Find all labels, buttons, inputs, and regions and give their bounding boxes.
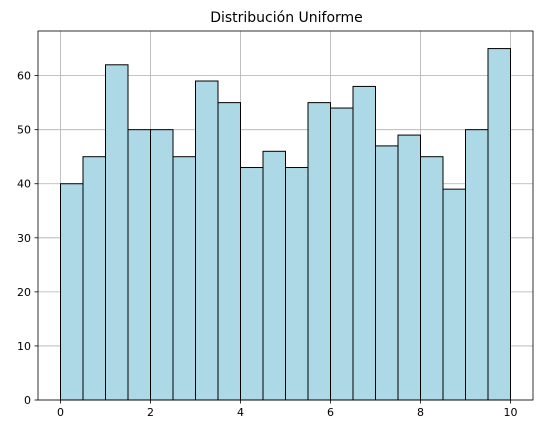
histogram-bar-1 <box>60 183 84 401</box>
y-tick-label: 50 <box>17 124 31 137</box>
y-tick-label: 40 <box>17 178 31 191</box>
histogram-bar-17 <box>420 156 444 401</box>
x-tick-label: 4 <box>237 406 244 419</box>
axis-ticks: 0 2 4 6 8 10 0 10 20 30 40 50 60 <box>17 70 518 419</box>
histogram-bar-2 <box>82 156 106 401</box>
histogram-bar-10 <box>262 150 286 401</box>
histogram-bars <box>60 48 511 401</box>
x-tick-label: 2 <box>147 406 154 419</box>
histogram-bar-18 <box>442 188 466 401</box>
x-tick-label: 0 <box>57 406 64 419</box>
x-tick-label: 6 <box>327 406 334 419</box>
histogram-bar-4 <box>127 129 151 401</box>
histogram-bar-3 <box>105 64 129 401</box>
histogram-bar-16 <box>397 134 421 401</box>
x-tick-label: 10 <box>504 406 518 419</box>
chart-title: Distribución Uniforme <box>210 10 363 26</box>
y-tick-label: 20 <box>17 286 31 299</box>
histogram-bar-8 <box>217 102 241 401</box>
histogram-bar-12 <box>307 102 331 401</box>
x-tick-label: 8 <box>417 406 424 419</box>
axes-frame <box>37 30 534 401</box>
y-tick-label: 60 <box>17 70 31 83</box>
y-tick-label: 0 <box>24 394 31 407</box>
y-tick-label: 30 <box>17 232 31 245</box>
histogram-bar-6 <box>172 156 196 401</box>
histogram-bar-19 <box>465 129 489 401</box>
histogram-bar-20 <box>487 48 511 401</box>
histogram-bar-7 <box>195 80 219 401</box>
histogram-bar-13 <box>330 107 354 401</box>
axes-spines <box>37 30 534 401</box>
histogram-bar-15 <box>375 145 399 401</box>
histogram-bar-9 <box>240 167 264 401</box>
histogram-bar-5 <box>150 129 174 401</box>
histogram-bar-11 <box>285 167 309 401</box>
histogram-bar-14 <box>352 85 376 401</box>
y-tick-label: 10 <box>17 340 31 353</box>
